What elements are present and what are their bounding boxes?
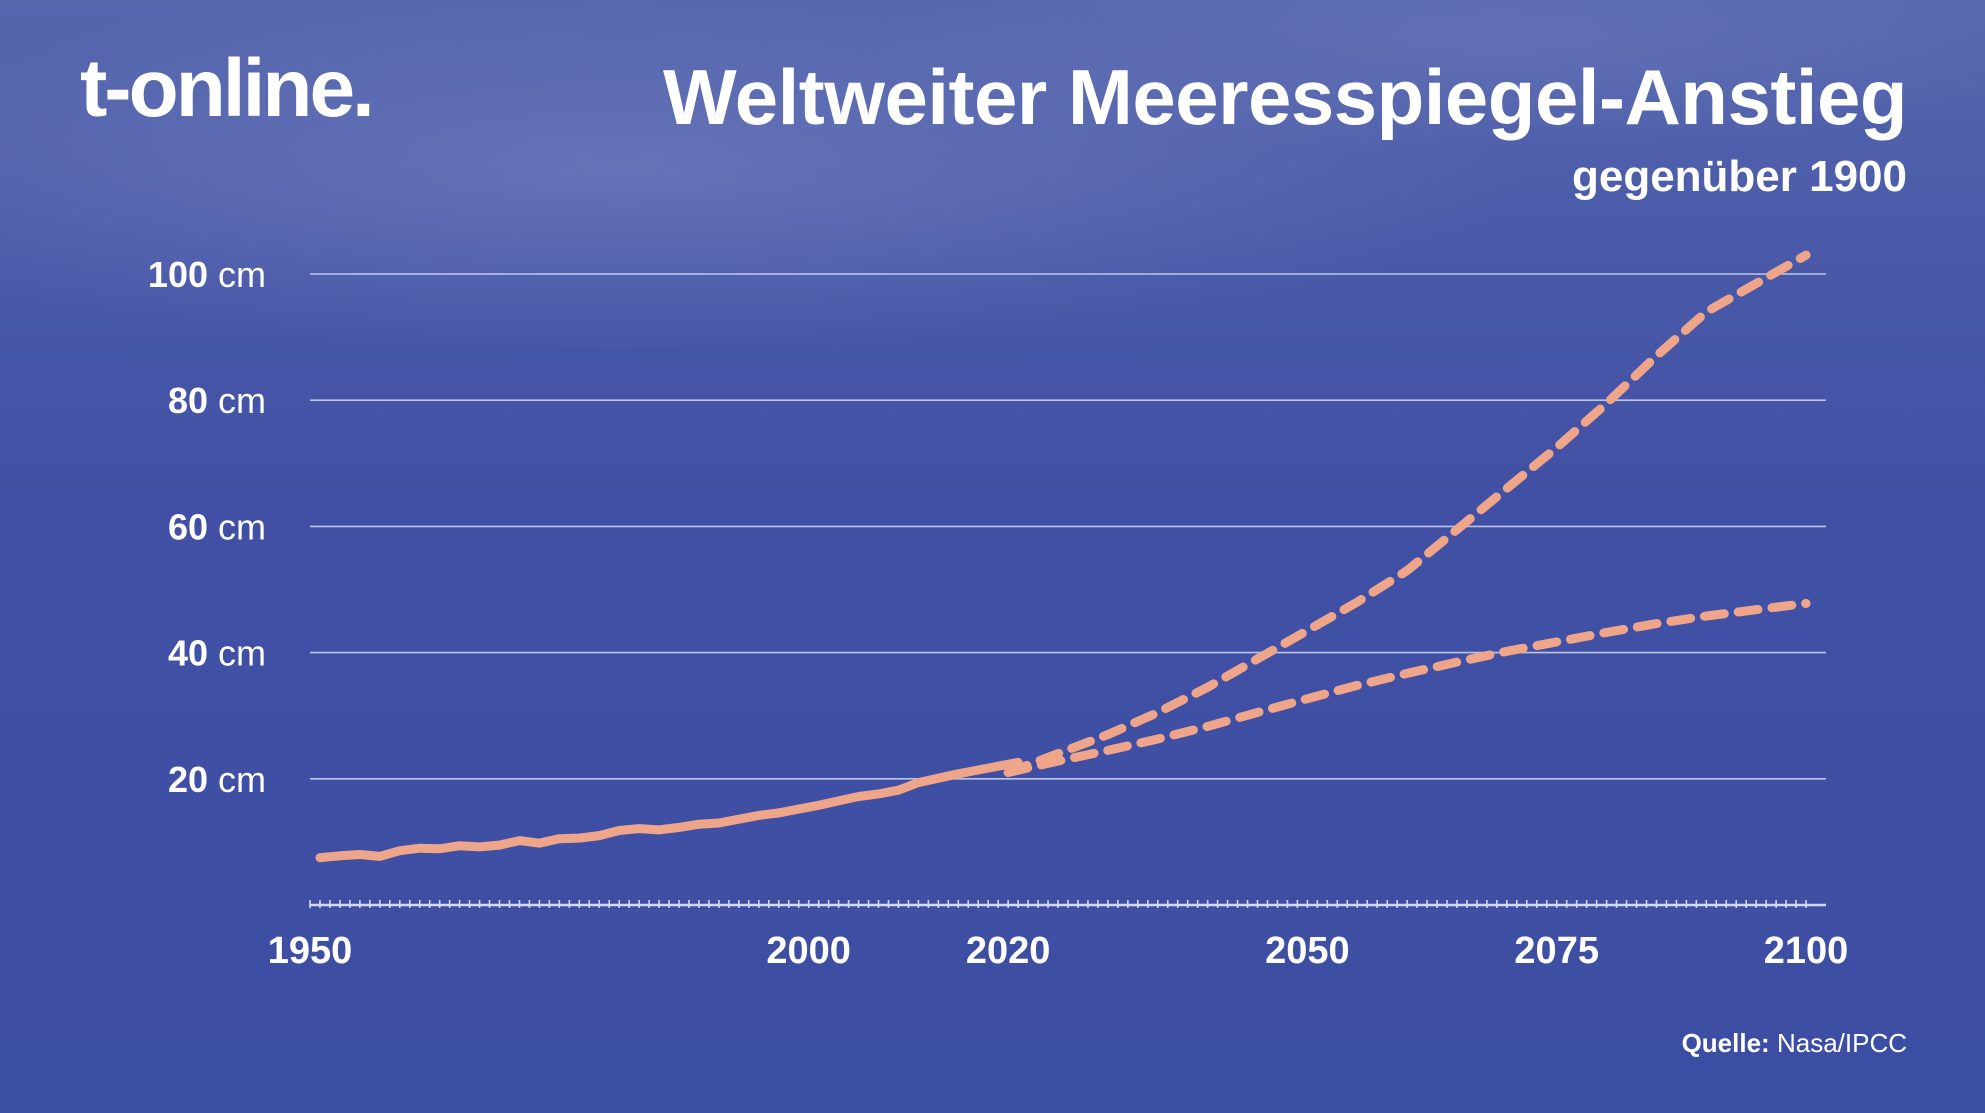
y-axis-labels: 20 cm 40 cm 60 cm 80 cm 100 cm: [148, 254, 266, 800]
y-tick-label-60: 60 cm: [168, 506, 266, 547]
source-label: Quelle:: [1681, 1028, 1770, 1058]
x-tick-label-2050: 2050: [1265, 930, 1350, 972]
x-tick-label-2100: 2100: [1764, 930, 1849, 972]
chart-subtitle: gegenüber 1900: [1571, 152, 1907, 201]
measured-line: [315, 757, 1023, 863]
chart-title: Weltweiter Meeresspiegel-Anstieg: [663, 53, 1907, 141]
source-value: Nasa/IPCC: [1776, 1028, 1907, 1058]
y-tick-label-100: 100 cm: [148, 254, 266, 295]
x-tick-label-2075: 2075: [1514, 930, 1599, 972]
projection-line-1: [1003, 250, 1811, 777]
x-tick-label-2020: 2020: [966, 930, 1051, 972]
x-axis-labels: 1950 2000 2020 2050 2075 2100: [268, 930, 1849, 972]
series-lines: [315, 250, 1811, 863]
brand-logo: t-online.: [80, 43, 375, 134]
x-axis-minor-ticks: [309, 900, 1807, 908]
y-tick-label-80: 80 cm: [168, 380, 266, 421]
x-axis: [309, 900, 1826, 908]
source-credit: Quelle: Nasa/IPCC: [1682, 1028, 1907, 1059]
gridlines: [310, 273, 1826, 780]
x-tick-label-1950: 1950: [268, 930, 353, 972]
projection-line-2: [1003, 598, 1811, 777]
y-tick-label-40: 40 cm: [168, 633, 266, 674]
y-tick-label-20: 20 cm: [168, 759, 266, 800]
x-tick-label-2000: 2000: [766, 930, 851, 972]
